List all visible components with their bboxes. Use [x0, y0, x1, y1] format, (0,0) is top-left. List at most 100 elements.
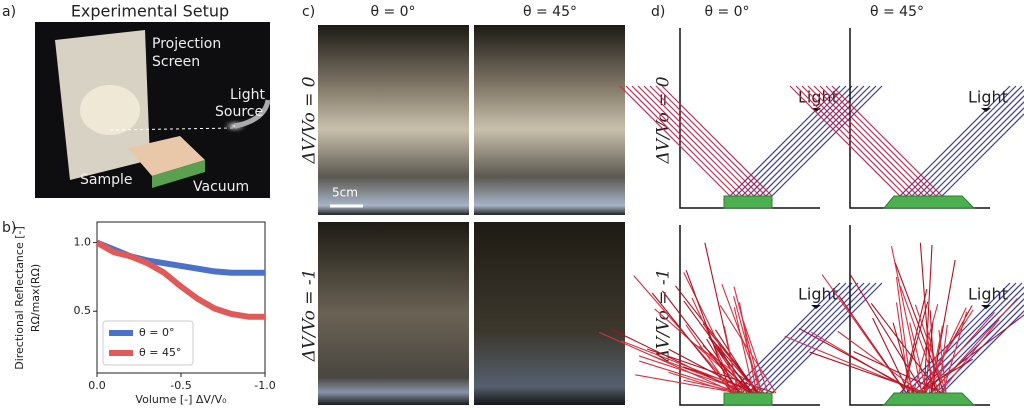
reflected-ray — [643, 85, 755, 197]
y-tick-label: 0.5 — [74, 304, 92, 317]
reflected-ray — [807, 85, 919, 197]
incident-ray — [923, 292, 1024, 394]
reflected-ray — [809, 351, 927, 394]
incident-ray — [753, 282, 865, 394]
reflected-ray — [798, 327, 919, 394]
reflected-ray — [706, 338, 740, 394]
sample — [882, 392, 976, 406]
light-label: Light — [968, 88, 1008, 107]
reflected-ray — [921, 311, 995, 394]
panel-label: a) — [2, 4, 16, 20]
cable — [234, 99, 271, 129]
incident-ray — [759, 85, 871, 197]
annotation: Projection — [152, 36, 221, 52]
annotation: Light — [230, 87, 265, 103]
incident-ray — [735, 282, 847, 394]
legend-label: θ = 45° — [139, 346, 181, 359]
panel-label: d) — [651, 4, 665, 20]
reflected-ray — [625, 85, 737, 197]
incident-ray — [759, 282, 871, 394]
reflected-ray — [789, 85, 901, 197]
incident-ray — [941, 310, 1024, 394]
row-header: ΔV/Vo = -1 — [300, 269, 320, 363]
reflected-ray — [909, 322, 928, 394]
sample-base — [152, 160, 205, 188]
row-header: ΔV/Vo = 0 — [300, 76, 320, 164]
reflected-ray — [635, 374, 739, 394]
x-axis-label: Volume [-] ΔV/V₀ — [135, 393, 227, 406]
incident-ray — [747, 282, 859, 394]
light-label: Light — [798, 285, 838, 304]
y-tick-label: 1.0 — [74, 236, 92, 249]
reflected-ray — [837, 330, 922, 394]
incident-ray — [941, 113, 1024, 197]
x-tick-label: 0.0 — [88, 379, 106, 392]
incident-ray — [917, 286, 1024, 394]
y-axis-label: RΩ/max(RΩ) — [29, 264, 42, 332]
reflected-ray — [631, 85, 743, 197]
annotation: Sample — [80, 172, 133, 188]
reflected-ray — [661, 85, 773, 197]
incident-ray — [765, 85, 877, 197]
reflected-ray — [637, 85, 749, 197]
reflected-ray — [914, 304, 947, 394]
reflectance-chart: 0.5 1.0 0.0 -0.5 -1.0 θ = 0° θ = 45° — [74, 221, 276, 392]
scale-bar-label: 5cm — [332, 186, 358, 200]
reflected-ray — [901, 301, 929, 394]
reflected-ray — [668, 371, 734, 394]
sample — [128, 136, 205, 176]
x-tick-label: -0.5 — [170, 379, 191, 392]
incident-ray — [911, 85, 1023, 197]
annotation: Screen — [152, 54, 200, 70]
reflected-ray — [733, 286, 763, 394]
reflected-ray — [598, 331, 737, 394]
light-path — [109, 127, 236, 131]
incident-ray — [747, 85, 859, 197]
legend-label: θ = 0° — [139, 326, 174, 339]
light-arrow — [811, 305, 821, 309]
reflected-ray — [661, 290, 741, 394]
reflected-ray — [831, 85, 943, 197]
photo — [474, 222, 625, 405]
reflected-ray — [918, 309, 974, 394]
incident-ray — [917, 89, 1024, 197]
incident-ray — [741, 282, 853, 394]
panel-label: c) — [302, 4, 315, 20]
reflected-ray — [942, 311, 968, 394]
reflected-ray — [825, 85, 937, 197]
incident-ray — [729, 282, 841, 394]
reflected-ray — [890, 245, 923, 394]
panel-title: Experimental Setup — [71, 2, 229, 21]
sample — [882, 195, 976, 209]
row-header: ΔV/Vo = 0 — [654, 76, 674, 164]
reflected-ray — [685, 324, 734, 394]
column-header: θ = 0° — [370, 4, 415, 20]
column-header: θ = 0° — [704, 4, 749, 20]
column-header: θ = 45° — [870, 4, 924, 20]
reflected-ray — [923, 244, 933, 394]
reflected-ray — [895, 302, 911, 394]
row-header: ΔV/Vo = -1 — [654, 269, 674, 363]
projection-glow — [80, 85, 140, 135]
reflected-ray — [685, 270, 732, 394]
y-axis-label: Directional Reflectance [-] — [13, 226, 26, 370]
reflected-ray — [712, 340, 759, 394]
light-label: Light — [968, 285, 1008, 304]
series-line — [95, 239, 265, 320]
reflected-ray — [733, 296, 761, 394]
reflected-ray — [872, 317, 910, 394]
reflected-ray — [928, 325, 944, 394]
reflected-ray — [733, 307, 755, 394]
incident-ray — [771, 282, 883, 394]
incident-ray — [923, 95, 1024, 197]
reflected-ray — [939, 319, 1000, 394]
axes — [679, 225, 820, 406]
reflected-ray — [683, 300, 752, 394]
light-arrow — [981, 108, 991, 112]
light-arrow — [981, 305, 991, 309]
reflected-ray — [619, 85, 731, 197]
axes — [849, 28, 990, 209]
reflected-ray — [692, 342, 765, 394]
incident-ray — [935, 107, 1024, 197]
